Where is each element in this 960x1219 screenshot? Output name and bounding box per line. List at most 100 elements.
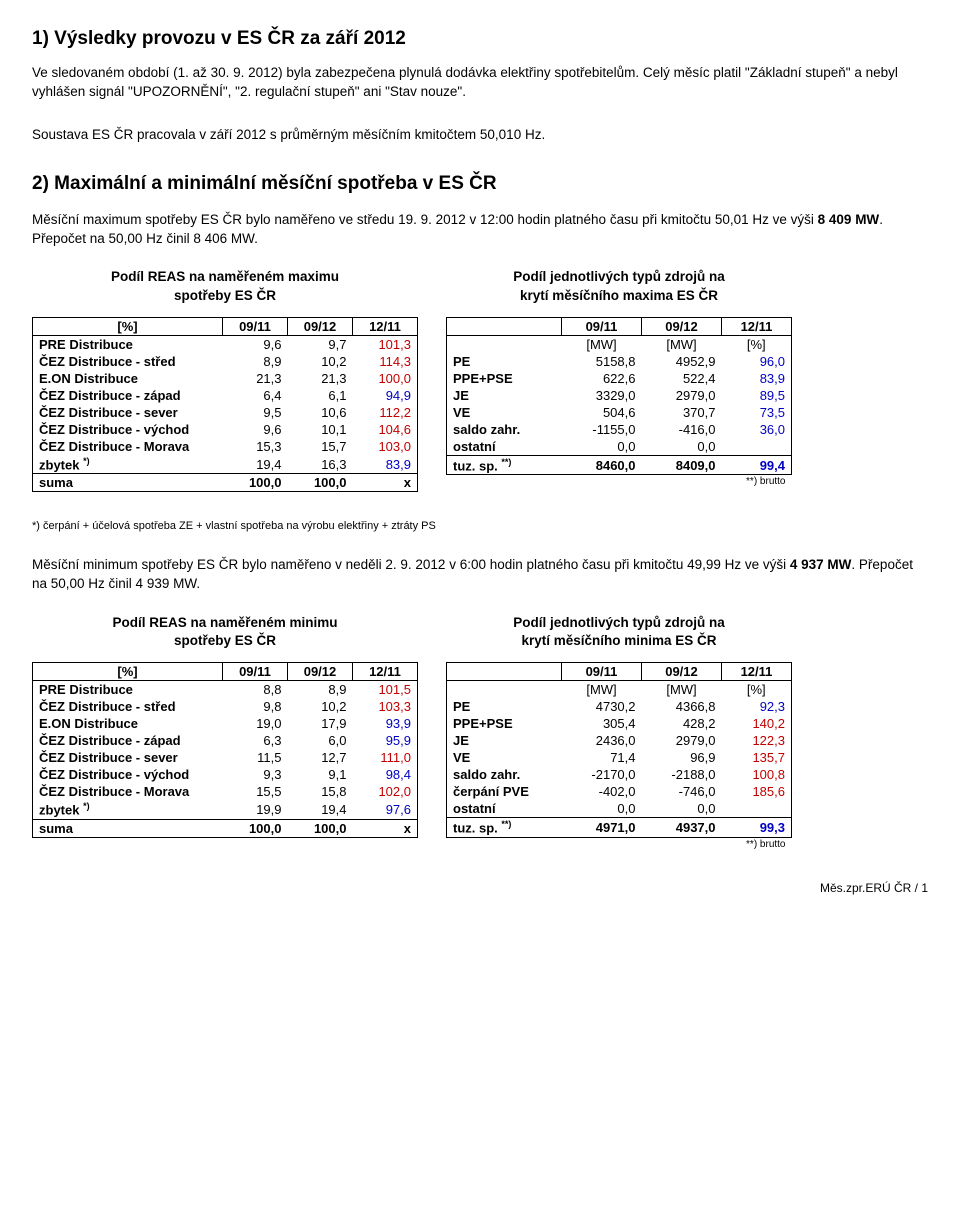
sum-row: suma100,0100,0x xyxy=(33,474,418,492)
hdr-0912c: 09/12 xyxy=(288,663,353,681)
row-label: ČEZ Distribuce - střed xyxy=(33,353,223,370)
hdr-1211b: 12/11 xyxy=(722,317,792,335)
cell-ratio xyxy=(722,438,792,456)
cell-0912: 10,6 xyxy=(288,404,353,421)
brutto-row: **) brutto xyxy=(447,475,792,489)
units-mw2: [MW] xyxy=(642,681,722,699)
max-intro-pre: Měsíční maximum spotřeby ES ČR bylo namě… xyxy=(32,212,818,227)
reas-min-title: Podíl REAS na naměřeném minimuspotřeby E… xyxy=(32,614,418,650)
row-label: PRE Distribuce xyxy=(33,335,223,353)
cell-0911: 6,4 xyxy=(223,387,288,404)
tuz-c: 99,4 xyxy=(722,455,792,474)
sum-row: suma100,0100,0x xyxy=(33,819,418,837)
units-mw2: [MW] xyxy=(642,335,722,353)
cell-b: 96,9 xyxy=(642,749,722,766)
cell-0911: 9,3 xyxy=(223,766,288,783)
table-row: ČEZ Distribuce - východ9,39,198,4 xyxy=(33,766,418,783)
cell-a: 0,0 xyxy=(562,800,642,818)
cell-ratio: 101,3 xyxy=(353,335,418,353)
row-label: E.ON Distribuce xyxy=(33,370,223,387)
row-label: ČEZ Distribuce - střed xyxy=(33,698,223,715)
hdr-pct2: [%] xyxy=(33,663,223,681)
tables-min-row: Podíl REAS na naměřeném minimuspotřeby E… xyxy=(32,602,928,851)
cell-ratio: 103,0 xyxy=(353,438,418,455)
cell-0911: 19,0 xyxy=(223,715,288,732)
table-row: ČEZ Distribuce - sever11,512,7111,0 xyxy=(33,749,418,766)
hdr-0911d: 09/11 xyxy=(562,663,642,681)
para-s1-2: Soustava ES ČR pracovala v září 2012 s p… xyxy=(32,126,928,145)
cell-a: 3329,0 xyxy=(562,387,642,404)
src-max-table: 09/11 09/12 12/11 [MW][MW][%]PE5158,8495… xyxy=(446,317,792,488)
brutto-note: **) brutto xyxy=(447,837,792,851)
row-label: ČEZ Distribuce - Morava xyxy=(33,438,223,455)
para-max-intro: Měsíční maximum spotřeby ES ČR bylo namě… xyxy=(32,211,928,249)
cell-0911: 15,5 xyxy=(223,783,288,800)
cell-0912: 17,9 xyxy=(288,715,353,732)
hdr-0911c: 09/11 xyxy=(223,663,288,681)
para-s1-1: Ve sledovaném období (1. až 30. 9. 2012)… xyxy=(32,64,928,102)
tuz-row: tuz. sp. **)8460,08409,099,4 xyxy=(447,455,792,474)
cell-ratio: 104,6 xyxy=(353,421,418,438)
reas-max-block: Podíl REAS na naměřeném maximuspotřeby E… xyxy=(32,256,418,492)
tables-max-row: Podíl REAS na naměřeném maximuspotřeby E… xyxy=(32,256,928,492)
hdr-0911b: 09/11 xyxy=(562,317,642,335)
cell-a: 71,4 xyxy=(562,749,642,766)
cell-0911: 21,3 xyxy=(223,370,288,387)
src-max-block: Podíl jednotlivých typů zdrojů nakrytí m… xyxy=(446,256,792,488)
cell-ratio: 92,3 xyxy=(722,698,792,715)
cell-0912: 16,3 xyxy=(288,455,353,474)
cell-ratio: 122,3 xyxy=(722,732,792,749)
cell-ratio: 100,8 xyxy=(722,766,792,783)
cell-0911: 6,3 xyxy=(223,732,288,749)
hdr-blank2 xyxy=(447,663,562,681)
row-label: ČEZ Distribuce - západ xyxy=(33,732,223,749)
cell-a: -2170,0 xyxy=(562,766,642,783)
cell-b: 522,4 xyxy=(642,370,722,387)
cell-0912: 10,1 xyxy=(288,421,353,438)
cell-0911: 9,6 xyxy=(223,335,288,353)
tuz-c: 99,3 xyxy=(722,818,792,837)
cell-0911: 19,9 xyxy=(223,800,288,819)
cell-ratio: 36,0 xyxy=(722,421,792,438)
reas-min-head: [%] 09/11 09/12 12/11 xyxy=(33,663,418,681)
row-label: saldo zahr. xyxy=(447,766,562,783)
cell-ratio: 111,0 xyxy=(353,749,418,766)
row-label: PPE+PSE xyxy=(447,715,562,732)
hdr-1211c: 12/11 xyxy=(353,663,418,681)
cell-0911: 19,4 xyxy=(223,455,288,474)
cell-0912: 8,9 xyxy=(288,681,353,699)
tuz-b: 8409,0 xyxy=(642,455,722,474)
units-blank xyxy=(447,335,562,353)
cell-a: 2436,0 xyxy=(562,732,642,749)
max-intro-val: 8 409 MW xyxy=(818,212,880,227)
row-label: JE xyxy=(447,387,562,404)
reas-min-block: Podíl REAS na naměřeném minimuspotřeby E… xyxy=(32,602,418,838)
cell-ratio: 103,3 xyxy=(353,698,418,715)
reas-max-table: [%] 09/11 09/12 12/11 PRE Distribuce9,69… xyxy=(32,317,418,492)
tuz-b: 4937,0 xyxy=(642,818,722,837)
table-row: ČEZ Distribuce - sever9,510,6112,2 xyxy=(33,404,418,421)
src-min-block: Podíl jednotlivých typů zdrojů nakrytí m… xyxy=(446,602,792,851)
cell-ratio: 83,9 xyxy=(353,455,418,474)
row-label: PE xyxy=(447,698,562,715)
cell-ratio: 135,7 xyxy=(722,749,792,766)
cell-ratio: 83,9 xyxy=(722,370,792,387)
table-row: ČEZ Distribuce - západ6,36,095,9 xyxy=(33,732,418,749)
table-row: JE3329,02979,089,5 xyxy=(447,387,792,404)
cell-b: 370,7 xyxy=(642,404,722,421)
heading-section1: 1) Výsledky provozu v ES ČR za září 2012 xyxy=(32,28,928,50)
cell-a: 4730,2 xyxy=(562,698,642,715)
row-label: VE xyxy=(447,749,562,766)
page-footer: Měs.zpr.ERÚ ČR / 1 xyxy=(32,881,928,895)
table-row: ČEZ Distribuce - východ9,610,1104,6 xyxy=(33,421,418,438)
src-min-head: 09/11 09/12 12/11 xyxy=(447,663,792,681)
row-label: PE xyxy=(447,353,562,370)
cell-b: 428,2 xyxy=(642,715,722,732)
reas-max-head: [%] 09/11 09/12 12/11 xyxy=(33,317,418,335)
tuz-label: tuz. sp. **) xyxy=(447,818,562,837)
cell-a: 305,4 xyxy=(562,715,642,732)
cell-0911: 8,9 xyxy=(223,353,288,370)
reas-min-table: [%] 09/11 09/12 12/11 PRE Distribuce8,88… xyxy=(32,662,418,837)
table-row: ČEZ Distribuce - západ6,46,194,9 xyxy=(33,387,418,404)
table-row: VE504,6370,773,5 xyxy=(447,404,792,421)
